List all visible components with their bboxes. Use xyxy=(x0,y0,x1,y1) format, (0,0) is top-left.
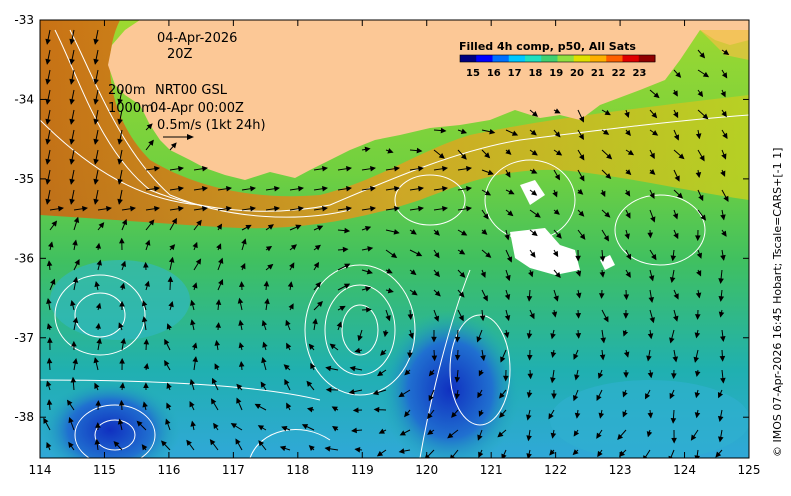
colorbar-swatch xyxy=(541,55,558,62)
colorbar-title: Filled 4h comp, p50, All Sats xyxy=(459,40,636,53)
x-tick-label: 118 xyxy=(286,463,309,477)
cold-eddy-central xyxy=(380,310,520,470)
valid-time-label: 04-Apr 00:00Z xyxy=(150,101,244,116)
colorbar-swatch xyxy=(639,55,656,62)
credit-text: © IMOS 07-Apr-2026 16:45 Hobart; Tscale=… xyxy=(771,148,784,457)
y-tick-label: -38 xyxy=(14,410,34,424)
colorbar-swatch xyxy=(558,55,575,62)
x-tick-label: 122 xyxy=(544,463,567,477)
map-plot-area xyxy=(40,20,750,480)
x-tick-label: 119 xyxy=(351,463,374,477)
colorbar-tick-label: 23 xyxy=(632,68,646,79)
colorbar-swatch xyxy=(606,55,623,62)
colorbar-swatch xyxy=(460,55,477,62)
colorbar-tick-label: 20 xyxy=(570,68,584,79)
scale-label: 0.5m/s (1kt 24h) xyxy=(157,118,266,133)
colorbar-swatch xyxy=(476,55,493,62)
hour-label: 20Z xyxy=(167,47,193,62)
y-tick-label: -36 xyxy=(14,251,34,265)
colorbar-tick-label: 16 xyxy=(487,68,501,79)
colorbar-swatch xyxy=(574,55,591,62)
x-tick-label: 123 xyxy=(609,463,632,477)
product-label: NRT00 GSL xyxy=(155,83,228,98)
y-tick-label: -34 xyxy=(14,92,34,106)
colorbar xyxy=(460,55,656,62)
colorbar-tick-label: 22 xyxy=(612,68,626,79)
y-tick-label: -35 xyxy=(14,172,34,186)
x-tick-label: 120 xyxy=(415,463,438,477)
colorbar-tick-label: 21 xyxy=(591,68,605,79)
colorbar-swatch xyxy=(525,55,542,62)
x-tick-label: 116 xyxy=(157,463,180,477)
colorbar-tick-label: 17 xyxy=(508,68,522,79)
x-tick-label: 114 xyxy=(29,463,52,477)
colorbar-tick-label: 19 xyxy=(549,68,563,79)
colorbar-tick-label: 15 xyxy=(466,68,480,79)
y-tick-label: -33 xyxy=(14,13,34,27)
x-tick-label: 117 xyxy=(222,463,245,477)
colorbar-swatch xyxy=(509,55,526,62)
x-tick-label: 115 xyxy=(93,463,116,477)
x-tick-label: 121 xyxy=(480,463,503,477)
colorbar-tick-label: 18 xyxy=(528,68,542,79)
colorbar-ticks: 15 16 17 18 19 20 21 22 23 xyxy=(466,68,646,79)
x-tick-label: 125 xyxy=(738,463,761,477)
y-tick-label: -37 xyxy=(14,331,34,345)
contour-1000m-label: 1000m xyxy=(108,101,154,116)
colorbar-swatch xyxy=(623,55,640,62)
colorbar-swatch xyxy=(493,55,510,62)
contour-200m-label: 200m xyxy=(108,83,145,98)
colorbar-swatch xyxy=(590,55,607,62)
date-label: 04-Apr-2026 xyxy=(157,31,237,46)
x-tick-label: 124 xyxy=(673,463,696,477)
